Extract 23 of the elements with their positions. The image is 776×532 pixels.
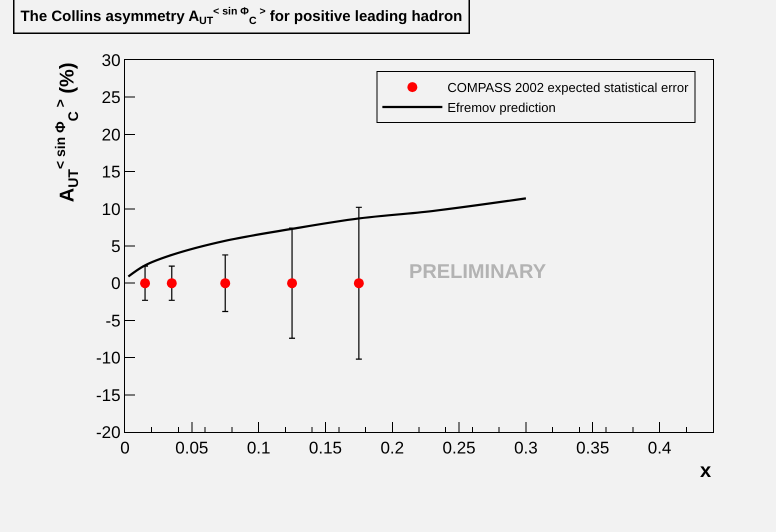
x-tick-label: 0.3 xyxy=(514,438,538,458)
y-tick-label: 30 xyxy=(102,50,121,70)
y-tick-label: 0 xyxy=(111,274,121,294)
x-tick-label: 0.4 xyxy=(648,438,672,458)
y-tick-label: 10 xyxy=(102,200,121,219)
x-axis-title: x xyxy=(700,460,712,482)
y-tick-label: 15 xyxy=(102,162,121,182)
y-tick-label: -20 xyxy=(96,422,121,442)
y-tick-label: 20 xyxy=(102,125,121,144)
y-tick-label: 25 xyxy=(102,88,121,108)
x-tick-label: 0.15 xyxy=(308,438,342,458)
y-tick-label: -10 xyxy=(96,348,121,368)
x-tick-label: 0.2 xyxy=(380,438,404,458)
annotation: PRELIMINARY xyxy=(409,261,547,283)
y-tick-label: -15 xyxy=(96,386,121,405)
x-tick-label: 0.05 xyxy=(175,438,208,458)
legend-label: Efremov prediction xyxy=(447,100,556,116)
x-tick-label: 0.25 xyxy=(442,438,476,458)
legend-label: COMPASS 2002 expected statistical error xyxy=(447,80,690,96)
x-tick-label: 0.35 xyxy=(576,438,610,458)
y-tick-label: -5 xyxy=(105,311,121,330)
x-tick-label: 0.1 xyxy=(246,438,270,458)
y-tick-label: 5 xyxy=(111,236,121,256)
